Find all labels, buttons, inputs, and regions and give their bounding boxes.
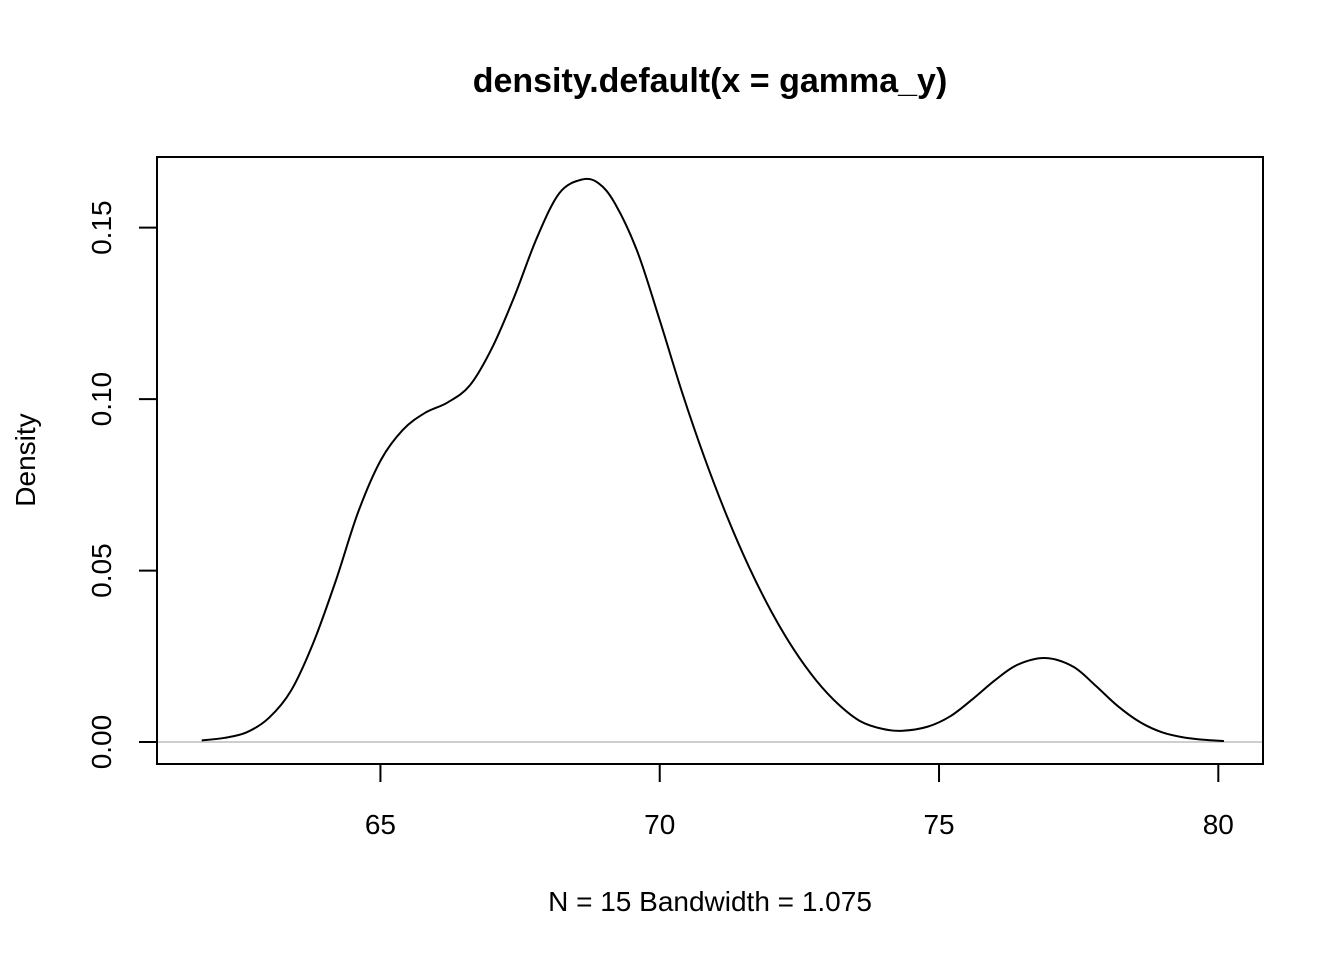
chart-title: density.default(x = gamma_y) xyxy=(473,62,948,100)
y-tick-label: 0.10 xyxy=(86,372,117,427)
y-axis-label: Density xyxy=(10,413,41,506)
plot-frame xyxy=(156,156,1264,765)
x-tick-label: 80 xyxy=(1203,809,1234,840)
y-tick-label: 0.15 xyxy=(86,200,117,255)
x-tick-label: 65 xyxy=(365,809,396,840)
y-tick-label: 0.00 xyxy=(86,715,117,770)
y-axis: 0.00 0.05 0.10 0.15 xyxy=(86,200,158,770)
y-tick-label: 0.05 xyxy=(86,543,117,598)
x-axis: 65 70 75 80 xyxy=(365,763,1234,840)
x-tick-label: 75 xyxy=(923,809,954,840)
x-tick-label: 70 xyxy=(644,809,675,840)
x-axis-label: N = 15 Bandwidth = 1.075 xyxy=(548,886,872,917)
density-curve xyxy=(201,177,1224,743)
